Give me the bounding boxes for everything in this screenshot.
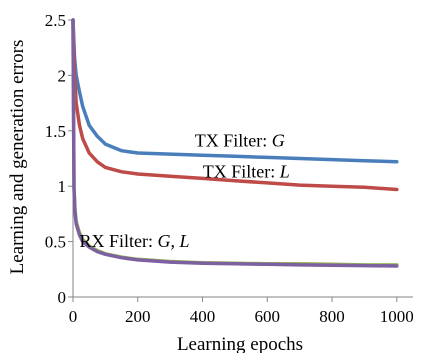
y-tick-label: 0 — [58, 288, 67, 307]
series-line-4 — [71, 18, 399, 268]
annotation-label-1: TX Filter: G — [195, 130, 285, 150]
y-tick-label: 1 — [58, 177, 67, 196]
x-tick-label: 1000 — [380, 307, 414, 326]
series-line-1 — [71, 18, 399, 164]
x-tick-label: 800 — [319, 307, 345, 326]
series-lines — [71, 18, 399, 268]
x-tick-label: 200 — [125, 307, 151, 326]
y-tick-label: 2 — [58, 66, 67, 85]
x-axis-title: Learning epochs — [177, 334, 303, 353]
annotations: TX Filter: G TX Filter: L RX Filter: G, L — [80, 130, 290, 251]
y-tick-label: 2.5 — [45, 11, 66, 30]
y-tick-label: 0.5 — [45, 233, 66, 252]
x-tick-label: 0 — [69, 307, 78, 326]
annotation-label-2: TX Filter: L — [203, 161, 290, 181]
y-tick-label: 1.5 — [45, 122, 66, 141]
tick-labels: 0 0.5 1 1.5 2 2.5 0 200 400 600 800 1000 — [45, 11, 414, 326]
x-tick-label: 400 — [190, 307, 216, 326]
series-line-2 — [71, 18, 399, 192]
x-tick-label: 600 — [255, 307, 281, 326]
annotation-label-3: RX Filter: G, L — [80, 231, 190, 251]
y-axis-title: Learning and generation errors — [7, 40, 28, 275]
